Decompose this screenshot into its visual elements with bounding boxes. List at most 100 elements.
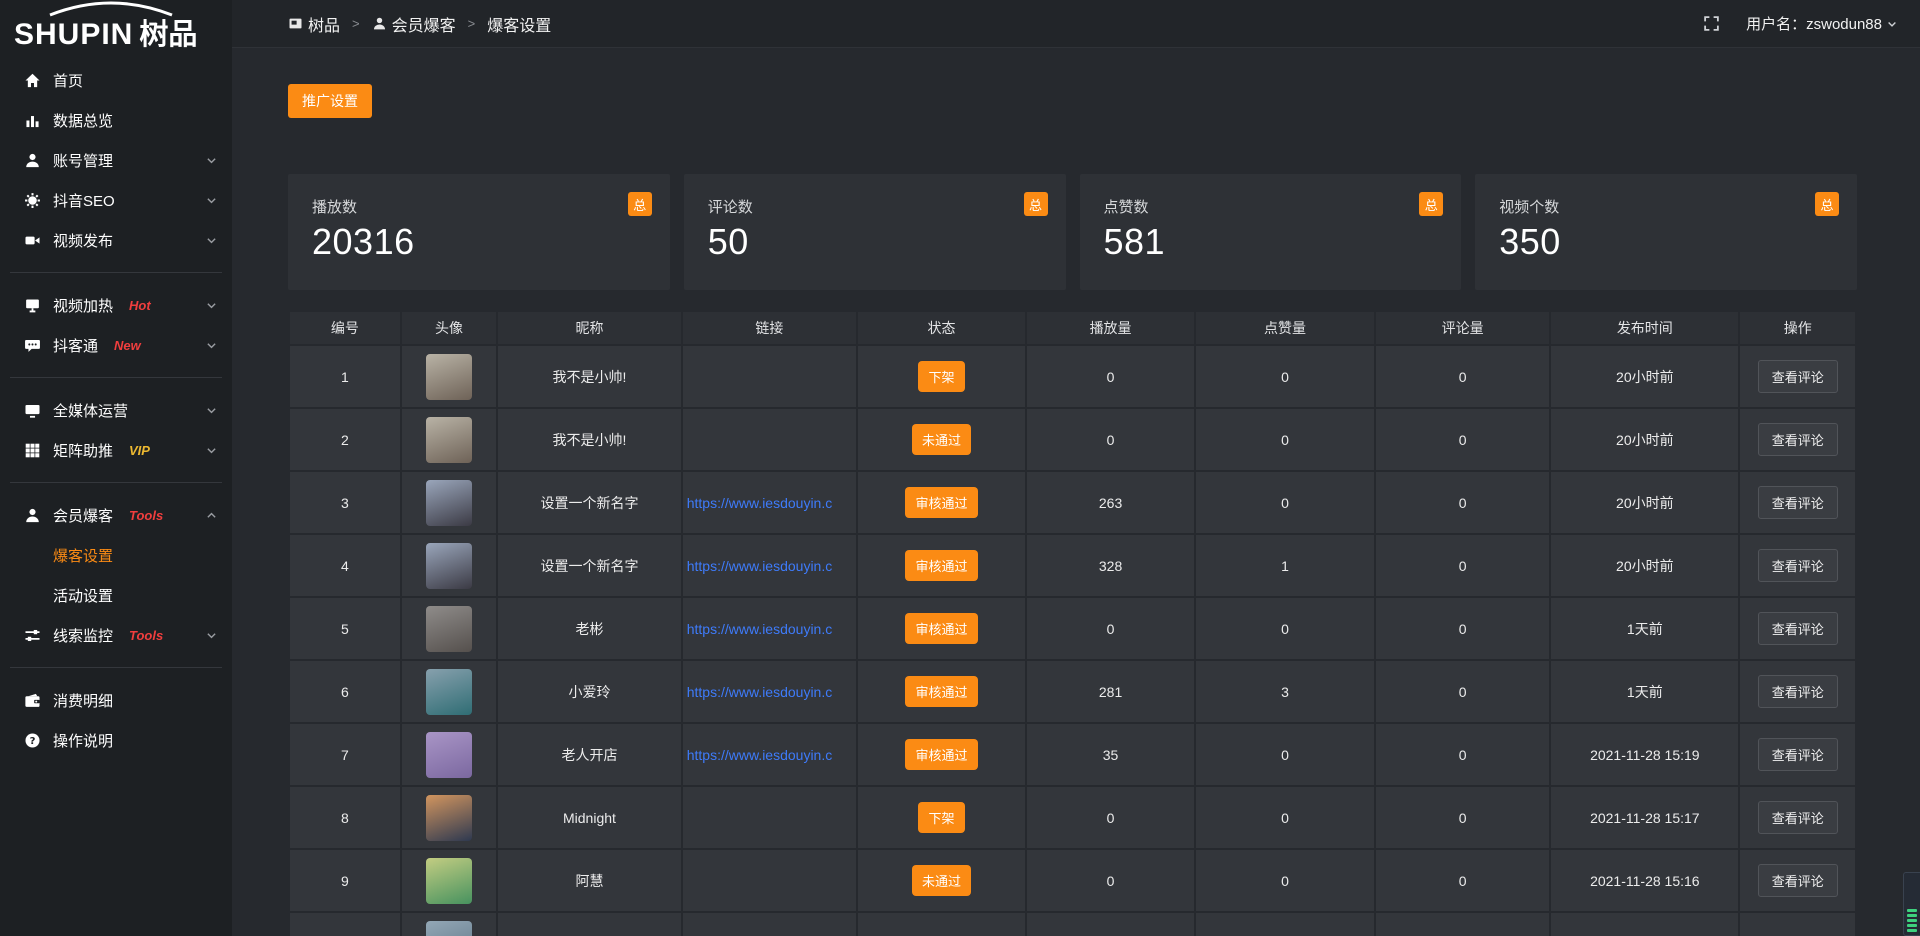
cell-avatar [401, 850, 497, 911]
sidebar-item[interactable]: 矩阵助推 VIP [0, 430, 232, 470]
sidebar-subitem-label: 爆客设置 [53, 547, 114, 565]
cell-time: 2021-11-28 15:17 [1551, 787, 1739, 848]
table-row: 1 我不是小帅! 下架 0 0 0 20小时前 查看评论 [290, 346, 1855, 407]
cell-avatar [401, 535, 497, 596]
chevron-down-icon [205, 154, 218, 167]
view-comments-button[interactable]: 查看评论 [1757, 423, 1838, 456]
cell-comments: 0 [1375, 472, 1550, 533]
column-header: 昵称 [498, 312, 681, 344]
video-link[interactable]: https://www.iesdouyin.c [686, 494, 833, 511]
status-badge[interactable]: 审核通过 [905, 739, 978, 770]
sidebar-item[interactable]: 抖音SEO [0, 180, 232, 220]
status-badge[interactable]: 下架 [918, 361, 965, 392]
cell-nickname: 设置一个新名字 [498, 472, 681, 533]
sidebar-nav: 首页数据总览 账号管理 抖音SEO 视频发布视频加热 Hot 抖客通 New 全媒体运营 矩阵助… [0, 52, 232, 760]
table-row: 7 老人开店 https://www.iesdouyin.c 审核通过 35 0 0 2021… [290, 724, 1855, 785]
user-menu[interactable]: 用户名：zswodun88 [1746, 13, 1898, 34]
status-badge[interactable]: 未通过 [911, 424, 971, 455]
sidebar-item[interactable]: 全媒体运营 [0, 390, 232, 430]
stats-row: 播放数 总 20316 评论数 总 50 点赞数 总 581 视频个数 总 350 [288, 174, 1857, 290]
chart-icon [24, 112, 41, 129]
cell-nickname: 我不是小帅! [498, 409, 681, 470]
cell-comments: 0 [1375, 598, 1550, 659]
sidebar-item-label: 消费明细 [53, 692, 114, 710]
status-badge[interactable]: 审核通过 [905, 487, 978, 518]
chat-icon [24, 337, 41, 354]
view-comments-button[interactable]: 查看评论 [1757, 360, 1838, 393]
status-badge[interactable]: 下架 [918, 802, 965, 833]
sidebar-item[interactable]: 视频发布 [0, 220, 232, 260]
video-link[interactable]: https://www.iesdouyin.c [686, 557, 833, 574]
breadcrumb-item[interactable]: 会员爆客 [372, 12, 456, 36]
promo-settings-button[interactable]: 推广设置 [288, 84, 372, 118]
cell-plays: 35 [1027, 724, 1195, 785]
cell-link: https://www.iesdouyin.c [682, 472, 856, 533]
cell-plays: 263 [1027, 472, 1195, 533]
cell-avatar [401, 598, 497, 659]
view-comments-button[interactable]: 查看评论 [1757, 675, 1838, 708]
view-comments-button[interactable]: 查看评论 [1757, 738, 1838, 771]
sidebar-subitem[interactable]: 活动设置 [0, 575, 232, 615]
video-icon [24, 232, 41, 249]
stat-card: 视频个数 总 350 [1475, 174, 1857, 290]
sidebar-item[interactable]: 抖客通 New [0, 325, 232, 365]
cell-avatar [401, 724, 497, 785]
sidebar-item[interactable]: 账号管理 [0, 140, 232, 180]
table-row: 4 设置一个新名字 https://www.iesdouyin.c 审核通过 328 1 0… [290, 535, 1855, 596]
video-link[interactable]: https://www.iesdouyin.c [686, 746, 833, 763]
stat-card: 播放数 总 20316 [288, 174, 670, 290]
app-icon [288, 16, 303, 31]
cell-id: 3 [290, 472, 400, 533]
cell-action: 查看评论 [1740, 472, 1855, 533]
sidebar-item[interactable]: 首页 [0, 60, 232, 100]
sidebar-item-label: 首页 [53, 72, 84, 90]
status-badge[interactable]: 审核通过 [905, 613, 978, 644]
view-comments-button[interactable]: 查看评论 [1757, 486, 1838, 519]
total-badge: 总 [627, 192, 652, 216]
column-header: 链接 [682, 312, 856, 344]
table-row: 6 小爱玲 https://www.iesdouyin.c 审核通过 281 3 0 1天前查… [290, 661, 1855, 722]
view-comments-button[interactable]: 查看评论 [1757, 612, 1838, 645]
cell-action: 查看评论 [1740, 535, 1855, 596]
video-link[interactable]: https://www.iesdouyin.c [686, 620, 833, 637]
sidebar-item[interactable]: 会员爆客 Tools [0, 495, 232, 535]
cell-plays: 0 [1027, 787, 1195, 848]
cell-status: 审核通过 [857, 724, 1026, 785]
logo-arc [49, 1, 173, 17]
sidebar-item-label: 视频发布 [53, 232, 114, 250]
cell-time: 20小时前 [1551, 346, 1739, 407]
view-comments-button[interactable]: 查看评论 [1757, 864, 1838, 897]
app-logo[interactable]: SHUPIN 树品 [0, 0, 232, 52]
status-badge[interactable]: 审核通过 [905, 676, 978, 707]
table-row: 5 老彬 https://www.iesdouyin.c 审核通过 0 0 0 1天前 查看评论 [290, 598, 1855, 659]
video-link[interactable]: https://www.iesdouyin.c [686, 683, 833, 700]
sidebar-item[interactable]: 视频加热 Hot [0, 285, 232, 325]
total-badge: 总 [1419, 192, 1444, 216]
cell-comments: 0 [1375, 850, 1550, 911]
cell-comments: 0 [1375, 535, 1550, 596]
grid-icon [24, 442, 41, 459]
sidebar-item[interactable]: 消费明细 [0, 680, 232, 720]
column-header: 点赞量 [1196, 312, 1374, 344]
cell-status: 未通过 [857, 409, 1026, 470]
breadcrumb-item[interactable]: 爆客设置 [487, 12, 551, 36]
sidebar-item[interactable]: 数据总览 [0, 100, 232, 140]
sidebar-item[interactable]: 线索监控 Tools [0, 615, 232, 655]
nav-divider [10, 482, 222, 483]
view-comments-button[interactable]: 查看评论 [1757, 801, 1838, 834]
sidebar-item-label: 视频加热 [53, 297, 114, 315]
breadcrumb-item[interactable]: 树品 [288, 12, 340, 36]
status-badge[interactable]: 审核通过 [905, 550, 978, 581]
view-comments-button[interactable]: 查看评论 [1757, 549, 1838, 582]
cell-link [682, 913, 856, 936]
sidebar-item[interactable]: ? 操作说明 [0, 720, 232, 760]
sidebar-subitem[interactable]: 爆客设置 [0, 535, 232, 575]
avatar [426, 416, 472, 463]
avatar [426, 353, 472, 400]
cell-action [1740, 913, 1855, 936]
fullscreen-icon[interactable] [1703, 15, 1720, 32]
cell-plays: 328 [1027, 535, 1195, 596]
table-header-row: 编号 头像 昵称 链接 状态 播放量 点赞量 评论量 发布时间 操作 [290, 312, 1855, 344]
sidebar-item-badge: Hot [129, 297, 151, 313]
status-badge[interactable]: 未通过 [911, 865, 971, 896]
